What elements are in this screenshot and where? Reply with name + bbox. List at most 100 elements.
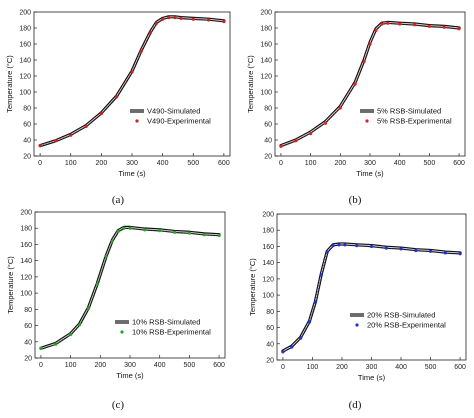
x-tick-label: 500 xyxy=(187,160,199,167)
x-tick-label: 600 xyxy=(218,160,230,167)
y-tick-label: 20 xyxy=(264,154,272,161)
data-point-experimental xyxy=(319,273,323,277)
data-point-experimental xyxy=(173,15,177,20)
y-tick-label: 160 xyxy=(262,244,274,251)
y-axis-label: Temperature (°C) xyxy=(6,256,15,314)
x-tick-label: 0 xyxy=(279,160,283,167)
y-tick-label: 100 xyxy=(19,90,31,97)
x-tick-label: 500 xyxy=(425,364,437,371)
data-point-experimental xyxy=(290,345,294,349)
data-point-experimental xyxy=(167,15,171,20)
x-tick-label: 100 xyxy=(305,160,317,167)
y-tick-label: 120 xyxy=(260,74,272,81)
y-tick-label: 40 xyxy=(23,138,31,145)
legend-label-experimental: V490-Experimental xyxy=(147,117,211,126)
legend-label-experimental: 10% RSB-Experimental xyxy=(132,328,211,337)
panel-label: (c) xyxy=(112,399,125,411)
legend-swatch-experimental xyxy=(135,119,139,123)
series-markers-trace xyxy=(280,22,460,147)
legend-swatch-experimental xyxy=(355,323,359,327)
x-tick-label: 600 xyxy=(454,364,466,371)
y-tick-label: 100 xyxy=(260,90,272,97)
y-tick-label: 120 xyxy=(19,74,31,81)
x-tick-label: 300 xyxy=(364,160,376,167)
y-axis-label: Temperature (°C) xyxy=(5,55,14,113)
y-tick-label: 80 xyxy=(266,309,274,316)
legend-label-simulated: 20% RSB-Simulated xyxy=(367,311,435,320)
x-tick-label: 300 xyxy=(366,364,378,371)
legend-label-simulated: 10% RSB-Simulated xyxy=(132,318,200,327)
data-point-experimental xyxy=(53,139,58,143)
data-point-experimental xyxy=(158,229,162,233)
y-tick-label: 140 xyxy=(260,58,272,65)
x-axis-label: Time (s) xyxy=(356,169,384,178)
y-tick-label: 200 xyxy=(20,210,32,217)
x-tick-label: 0 xyxy=(39,362,43,369)
y-tick-label: 40 xyxy=(264,138,272,145)
series-line-highlight xyxy=(280,21,460,147)
x-tick-label: 500 xyxy=(184,362,196,369)
x-tick-label: 0 xyxy=(38,160,42,167)
y-tick-label: 20 xyxy=(266,358,274,365)
y-tick-label: 180 xyxy=(20,226,32,233)
x-tick-label: 200 xyxy=(94,362,106,369)
x-axis-label: Time (s) xyxy=(358,373,386,382)
y-tick-label: 60 xyxy=(23,122,31,129)
x-axis-label: Time (s) xyxy=(116,371,144,380)
data-point-experimental xyxy=(398,22,402,26)
y-tick-label: 160 xyxy=(19,42,31,49)
y-tick-label: 60 xyxy=(266,325,274,332)
y-tick-label: 120 xyxy=(20,274,32,281)
data-point-experimental xyxy=(399,247,403,251)
x-tick-label: 500 xyxy=(424,160,436,167)
y-tick-label: 60 xyxy=(264,122,272,129)
y-tick-label: 200 xyxy=(260,10,272,17)
data-point-experimental xyxy=(143,228,147,232)
legend-swatch-experimental xyxy=(120,330,124,334)
y-tick-label: 80 xyxy=(264,106,272,113)
legend-label-simulated: V490-Simulated xyxy=(147,107,200,116)
y-tick-label: 20 xyxy=(24,356,32,363)
y-tick-label: 60 xyxy=(24,323,32,330)
y-tick-label: 160 xyxy=(20,242,32,249)
data-point-experimental xyxy=(368,42,372,46)
series-markers-trace xyxy=(39,17,224,147)
y-tick-label: 160 xyxy=(260,42,272,49)
x-tick-label: 600 xyxy=(453,160,465,167)
y-tick-label: 80 xyxy=(24,307,32,314)
legend-label-experimental: 20% RSB-Experimental xyxy=(367,321,446,330)
y-tick-label: 140 xyxy=(20,258,32,265)
x-tick-label: 400 xyxy=(154,362,166,369)
x-tick-label: 0 xyxy=(281,364,285,371)
y-tick-label: 140 xyxy=(262,260,274,267)
legend-swatch-experimental xyxy=(365,119,369,123)
y-tick-label: 100 xyxy=(20,291,32,298)
x-tick-label: 400 xyxy=(394,160,406,167)
series-markers-trace xyxy=(40,227,220,349)
x-tick-label: 600 xyxy=(213,362,225,369)
data-point-experimental xyxy=(369,244,374,249)
plot-frame xyxy=(34,211,226,359)
y-axis-label: Temperature (°C) xyxy=(248,258,257,316)
chart-panel-a: 0 100 200 300 400 500 600 20 40 60 80 100 120 140 160 1… xyxy=(5,10,231,206)
data-point-experimental xyxy=(384,246,388,250)
x-tick-label: 100 xyxy=(307,364,319,371)
x-tick-label: 200 xyxy=(96,160,108,167)
plot-frame xyxy=(276,213,467,361)
panel-label: (b) xyxy=(349,194,362,206)
data-point-experimental xyxy=(386,21,390,25)
y-tick-label: 200 xyxy=(262,212,274,219)
chart-panel-c: 0 100 200 300 400 500 600 20 40 60 80 100 120 140 160 1… xyxy=(6,210,226,411)
series-markers-trace xyxy=(282,244,461,353)
data-point-experimental xyxy=(222,19,226,24)
y-tick-label: 120 xyxy=(262,276,274,283)
legend-label-experimental: 5% RSB-Experimental xyxy=(377,117,452,126)
data-point-experimental xyxy=(380,22,384,26)
x-tick-label: 400 xyxy=(157,160,169,167)
data-point-experimental xyxy=(172,230,177,234)
x-tick-label: 100 xyxy=(65,160,77,167)
chart-panel-b: 0 100 200 300 400 500 600 20 40 60 80 100 120 140 160 1… xyxy=(246,10,466,206)
